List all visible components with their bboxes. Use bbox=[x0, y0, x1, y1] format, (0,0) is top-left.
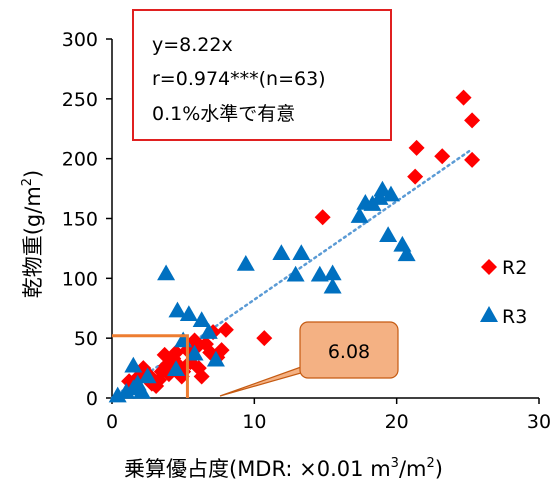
annotation-box: y=8.22x r=0.974***(n=63) 0.1%水準で有意 bbox=[132, 9, 392, 141]
r3-point bbox=[124, 356, 143, 373]
legend: R2 R3 bbox=[480, 257, 527, 328]
reference-guide-line bbox=[112, 334, 189, 398]
x-tick-label: 0 bbox=[106, 411, 118, 433]
r2-point bbox=[407, 168, 424, 185]
r2-point bbox=[193, 368, 210, 385]
r3-point bbox=[168, 301, 187, 318]
y-tick-label: 150 bbox=[62, 209, 98, 231]
r2-point bbox=[168, 344, 185, 361]
r3-point bbox=[236, 254, 255, 271]
legend-r2-marker bbox=[481, 259, 497, 275]
r2-point bbox=[314, 209, 331, 226]
legend-r2-label: R2 bbox=[502, 257, 527, 279]
legend-r3-marker bbox=[480, 306, 498, 322]
r3-point bbox=[286, 265, 305, 282]
annotation-equation: y=8.22x bbox=[152, 34, 233, 56]
y-axis-title: 乾物重(g/m2) bbox=[20, 170, 45, 299]
r3-point bbox=[310, 265, 329, 282]
annotation-border bbox=[132, 9, 392, 141]
y-tick-label: 200 bbox=[62, 149, 98, 171]
y-tick-label: 100 bbox=[62, 268, 98, 290]
annotation-significance: 0.1%水準で有意 bbox=[152, 103, 295, 125]
x-tick-label: 20 bbox=[385, 411, 409, 433]
r3-point bbox=[185, 344, 204, 361]
y-tick-label: 300 bbox=[62, 29, 98, 51]
x-axis-title: 乗算優占度(MDR: ×0.01 m3/m2) bbox=[124, 456, 443, 481]
r2-point bbox=[408, 139, 425, 156]
callout-value: 6.08 bbox=[328, 341, 370, 363]
r3-point bbox=[323, 264, 342, 281]
r2-point bbox=[464, 151, 481, 168]
r3-point bbox=[323, 277, 342, 294]
r3-point bbox=[138, 367, 157, 384]
r3-point bbox=[272, 244, 291, 260]
r3-point bbox=[381, 185, 400, 202]
callout-box bbox=[299, 321, 399, 379]
r3-point bbox=[373, 180, 392, 197]
r2-point bbox=[217, 321, 234, 338]
legend-r3-label: R3 bbox=[502, 306, 527, 328]
r2-point bbox=[464, 112, 481, 129]
r2-point bbox=[256, 330, 273, 347]
y-tick-label: 0 bbox=[86, 388, 98, 410]
r2-point bbox=[156, 346, 173, 363]
r2-point bbox=[434, 148, 451, 165]
r3-point bbox=[397, 245, 416, 262]
r3-point bbox=[167, 360, 186, 377]
r3-point bbox=[132, 383, 151, 399]
r3-point bbox=[379, 226, 398, 243]
annotation-correlation: r=0.974***(n=63) bbox=[152, 68, 326, 90]
r3-point bbox=[179, 305, 198, 321]
r2-point bbox=[455, 89, 472, 106]
r3-point bbox=[350, 207, 369, 223]
r3-point bbox=[292, 244, 311, 260]
y-tick-label: 250 bbox=[62, 89, 98, 111]
x-tick-label: 10 bbox=[242, 411, 266, 433]
r3-point bbox=[206, 350, 225, 367]
r3-point bbox=[192, 311, 211, 327]
x-tick-label: 30 bbox=[527, 411, 551, 433]
y-tick-label: 50 bbox=[74, 328, 98, 350]
callout: 6.08 bbox=[219, 321, 399, 397]
r3-point bbox=[199, 323, 218, 339]
r3-point bbox=[157, 264, 176, 281]
